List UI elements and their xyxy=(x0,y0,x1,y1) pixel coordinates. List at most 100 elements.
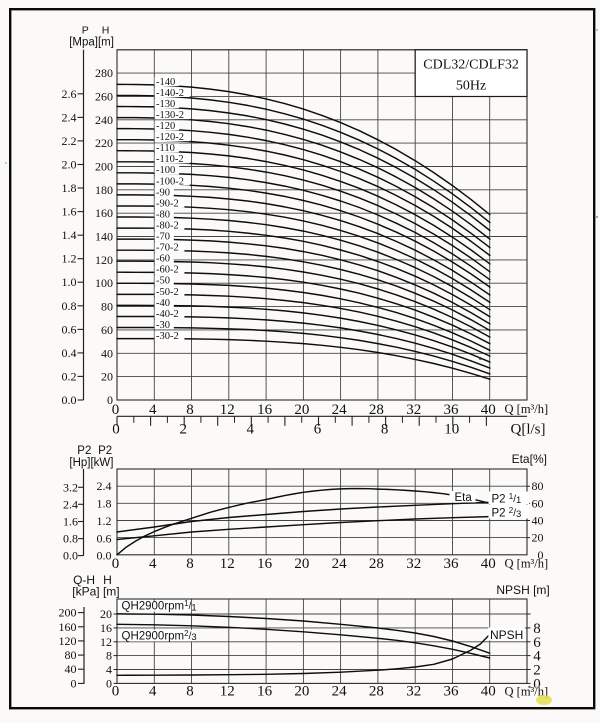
svg-text:200: 200 xyxy=(59,606,77,620)
svg-text:12: 12 xyxy=(220,684,235,700)
svg-text:-100-2: -100-2 xyxy=(156,176,184,187)
svg-text:16: 16 xyxy=(100,621,112,635)
svg-text:P2: P2 xyxy=(77,445,91,457)
svg-text:-90-2: -90-2 xyxy=(156,198,179,209)
svg-text:28: 28 xyxy=(369,684,384,700)
svg-text:4: 4 xyxy=(106,663,112,677)
svg-text:24: 24 xyxy=(332,556,348,572)
svg-text:Eta: Eta xyxy=(455,492,473,504)
svg-text:120: 120 xyxy=(95,253,113,267)
svg-text:0: 0 xyxy=(71,676,77,690)
svg-text:2.4: 2.4 xyxy=(97,479,112,493)
svg-text:16: 16 xyxy=(257,684,273,700)
svg-text:6: 6 xyxy=(533,635,541,651)
svg-text:40: 40 xyxy=(65,662,77,676)
svg-text:160: 160 xyxy=(95,206,113,220)
svg-text:2.0: 2.0 xyxy=(62,158,77,172)
svg-text:260: 260 xyxy=(95,90,113,104)
svg-text:-80: -80 xyxy=(156,209,170,220)
svg-text:180: 180 xyxy=(95,183,113,197)
svg-text:4: 4 xyxy=(149,684,157,700)
svg-text:2.4: 2.4 xyxy=(62,110,77,124)
svg-text:1.0: 1.0 xyxy=(62,275,77,289)
svg-text:Q[l/s]: Q[l/s] xyxy=(511,422,546,438)
svg-text:-110: -110 xyxy=(156,143,175,154)
svg-text:-50: -50 xyxy=(156,276,170,287)
svg-text:28: 28 xyxy=(369,402,384,418)
svg-text:Q-H: Q-H xyxy=(73,573,95,587)
svg-text:-140-2: -140-2 xyxy=(156,88,184,99)
svg-text:-100: -100 xyxy=(156,165,175,176)
svg-text:QH2900rpm1/1: QH2900rpm1/1 xyxy=(122,599,197,613)
svg-text:0: 0 xyxy=(112,556,120,572)
svg-text:240: 240 xyxy=(95,113,113,127)
svg-text:-120-2: -120-2 xyxy=(156,132,184,143)
svg-text:160: 160 xyxy=(59,620,77,634)
svg-text:60: 60 xyxy=(101,323,113,337)
svg-text:3.2: 3.2 xyxy=(63,480,78,494)
svg-text:16: 16 xyxy=(257,556,273,572)
svg-text:-90: -90 xyxy=(156,187,170,198)
svg-text:60: 60 xyxy=(532,496,544,510)
svg-text:QH2900rpm2/3: QH2900rpm2/3 xyxy=(122,629,197,643)
svg-text:-40-2: -40-2 xyxy=(156,309,179,320)
svg-text:100: 100 xyxy=(95,276,113,290)
svg-text:0: 0 xyxy=(538,548,544,562)
svg-text:-130-2: -130-2 xyxy=(156,110,184,121)
svg-text:40: 40 xyxy=(481,556,496,572)
svg-text:0.0: 0.0 xyxy=(63,549,78,563)
svg-text:4: 4 xyxy=(247,422,255,438)
svg-text:[kPa] [m]: [kPa] [m] xyxy=(72,584,119,598)
svg-text:-50-2: -50-2 xyxy=(156,287,179,298)
svg-text:0.0: 0.0 xyxy=(62,393,77,407)
svg-text:1.6: 1.6 xyxy=(62,205,77,219)
svg-text:-70: -70 xyxy=(156,232,170,243)
svg-text:8: 8 xyxy=(533,621,541,637)
svg-text:[Hp][kW]: [Hp][kW] xyxy=(69,457,113,469)
svg-text:0.0: 0.0 xyxy=(97,549,112,563)
svg-text:0: 0 xyxy=(112,422,120,438)
svg-text:P: P xyxy=(82,25,89,37)
svg-text:1.8: 1.8 xyxy=(97,497,112,511)
svg-text:0: 0 xyxy=(112,684,120,700)
svg-text:0: 0 xyxy=(533,676,541,692)
svg-text:32: 32 xyxy=(406,684,421,700)
svg-text:16: 16 xyxy=(257,402,273,418)
svg-text:2: 2 xyxy=(179,422,187,438)
svg-text:H: H xyxy=(103,573,112,587)
svg-text:NPSH [m]: NPSH [m] xyxy=(496,583,549,597)
svg-text:10: 10 xyxy=(444,422,459,438)
svg-text:H: H xyxy=(102,25,110,37)
svg-text:-110-2: -110-2 xyxy=(156,154,184,165)
svg-text:0: 0 xyxy=(106,676,112,690)
svg-text:4: 4 xyxy=(149,556,157,572)
svg-text:40: 40 xyxy=(481,402,496,418)
svg-text:1.2: 1.2 xyxy=(97,514,112,528)
svg-text:-40: -40 xyxy=(156,298,170,309)
svg-text:20: 20 xyxy=(100,607,112,621)
svg-text:120: 120 xyxy=(59,634,77,648)
svg-text:50Hz: 50Hz xyxy=(456,79,486,94)
svg-text:Eta[%]: Eta[%] xyxy=(512,452,547,466)
svg-text:P2 2/3: P2 2/3 xyxy=(492,506,522,520)
svg-text:4: 4 xyxy=(533,649,541,665)
svg-text:36: 36 xyxy=(444,684,460,700)
svg-text:1.6: 1.6 xyxy=(63,515,78,529)
svg-text:8: 8 xyxy=(186,402,194,418)
svg-text:2.6: 2.6 xyxy=(62,87,77,101)
svg-text:220: 220 xyxy=(95,136,113,150)
svg-text:32: 32 xyxy=(406,402,421,418)
svg-text:280: 280 xyxy=(95,66,113,80)
svg-text:20: 20 xyxy=(532,531,544,545)
svg-text:-130: -130 xyxy=(156,99,175,110)
svg-text:12: 12 xyxy=(100,635,112,649)
svg-text:24: 24 xyxy=(332,402,348,418)
svg-text:140: 140 xyxy=(95,230,113,244)
svg-text:P2: P2 xyxy=(98,445,112,457)
svg-text:20: 20 xyxy=(101,370,113,384)
svg-text:[Mpa][m]: [Mpa][m] xyxy=(69,36,114,48)
svg-text:2.2: 2.2 xyxy=(62,134,77,148)
svg-text:80: 80 xyxy=(101,300,113,314)
svg-text:20: 20 xyxy=(294,556,309,572)
svg-text:1.4: 1.4 xyxy=(62,228,77,242)
